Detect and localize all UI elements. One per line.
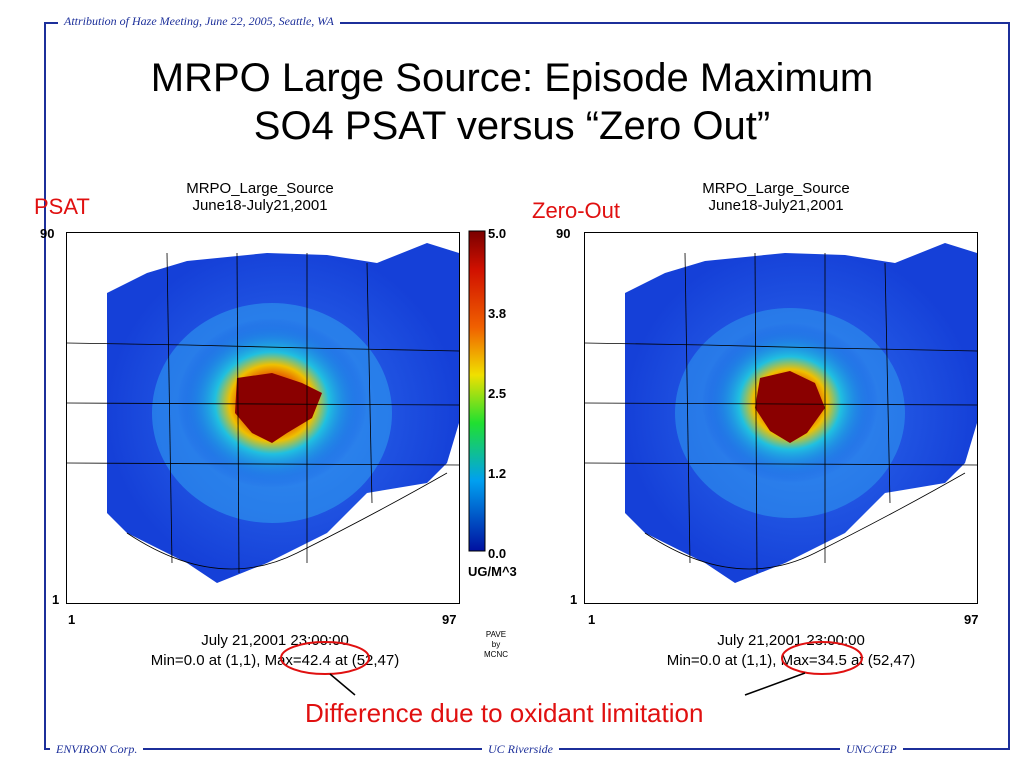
- right-state-borders: [585, 252, 977, 574]
- colorbar-tick-0: 5.0: [488, 226, 507, 241]
- annotation-text: Difference due to oxidant limitation: [305, 698, 704, 728]
- pave-line1: PAVE: [485, 630, 507, 639]
- colorbar: [468, 230, 486, 552]
- colorbar-tick-3: 1.2: [488, 466, 507, 481]
- right-map-title-line1: MRPO_Large_Source: [702, 180, 850, 197]
- slide-title: MRPO Large Source: Episode Maximum SO4 P…: [0, 54, 1024, 150]
- left-hotspot: [235, 373, 322, 443]
- left-state-borders: [67, 252, 459, 574]
- frame-right: [1008, 22, 1010, 750]
- left-x-left: 1: [68, 612, 76, 627]
- footer-right: UNC/CEP: [840, 742, 903, 757]
- footer-center: UC Riverside: [482, 742, 559, 757]
- frame-top: [44, 22, 1010, 24]
- right-x-right: 97: [964, 612, 979, 627]
- left-map-title-line2: June18-July21,2001: [192, 197, 328, 214]
- header-attribution: Attribution of Haze Meeting, June 22, 20…: [58, 14, 340, 29]
- colorbar-unit: UG/M^3: [468, 564, 517, 579]
- left-map-svg: [67, 243, 459, 583]
- right-date: July 21,2001 23:00:00: [717, 632, 865, 649]
- pave-credit: PAVE by MCNC: [476, 630, 516, 660]
- left-map-title-line1: MRPO_Large_Source: [186, 180, 334, 197]
- right-minmax: Min=0.0 at (1,1), Max=34.5 at (52,47): [666, 652, 916, 669]
- left-map: [66, 232, 460, 604]
- slide-title-line1: MRPO Large Source: Episode Maximum: [150, 56, 874, 100]
- slide-title-line2: SO4 PSAT versus “Zero Out”: [253, 104, 771, 148]
- left-minmax: Min=0.0 at (1,1), Max=42.4 at (52,47): [150, 652, 400, 669]
- psat-label: PSAT: [34, 194, 90, 219]
- right-map-svg: [585, 243, 977, 583]
- footer-left: ENVIRON Corp.: [50, 742, 144, 757]
- right-x-left: 1: [588, 612, 596, 627]
- colorbar-tick-1: 3.8: [488, 306, 507, 321]
- left-callout-line: [329, 673, 356, 696]
- right-map-title-line2: June18-July21,2001: [708, 197, 844, 214]
- right-y-top: 90: [556, 226, 571, 241]
- left-date: July 21,2001 23:00:00: [201, 632, 349, 649]
- pave-line3: MCNC: [484, 650, 508, 659]
- left-x-right: 97: [442, 612, 457, 627]
- zero-out-label: Zero-Out: [532, 198, 621, 223]
- right-hotspot: [755, 371, 825, 443]
- colorbar-tick-2: 2.5: [488, 386, 507, 401]
- left-map-title: MRPO_Large_Source June18-July21,2001: [140, 180, 380, 214]
- right-callout-line: [744, 672, 806, 696]
- left-y-bottom: 1: [52, 592, 60, 607]
- frame-left: [44, 22, 46, 750]
- colorbar-tick-4: 0.0: [488, 546, 507, 561]
- left-y-top: 90: [40, 226, 55, 241]
- right-map: [584, 232, 978, 604]
- right-map-title: MRPO_Large_Source June18-July21,2001: [656, 180, 896, 214]
- pave-line2: by: [491, 640, 501, 649]
- right-y-bottom: 1: [570, 592, 578, 607]
